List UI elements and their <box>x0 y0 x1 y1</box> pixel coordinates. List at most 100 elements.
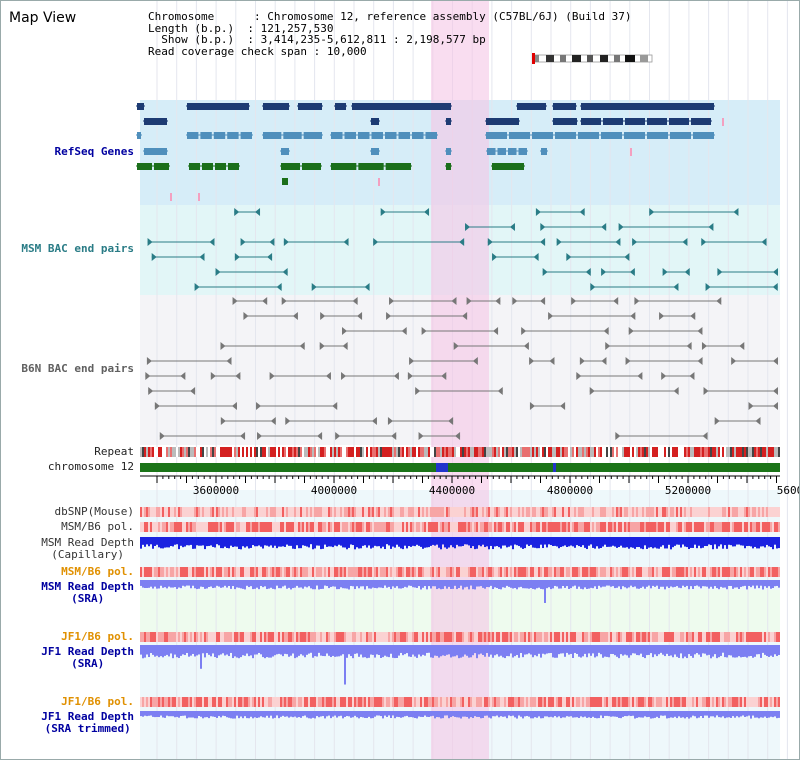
depth-bar <box>248 645 250 657</box>
heat-segment <box>516 522 518 532</box>
b6n-bac-pair-end <box>493 327 499 335</box>
depth-bar <box>746 645 748 658</box>
track-label-jf1-depth-sra[interactable]: JF1 Read Depth (SRA) <box>41 646 134 670</box>
heat-segment <box>704 697 706 707</box>
heat-segment <box>684 632 686 642</box>
heat-segment <box>346 522 348 532</box>
depth-bar <box>724 711 726 719</box>
depth-bar <box>374 580 376 588</box>
heat-segment <box>492 522 494 532</box>
track-label-msm-bac[interactable]: MSM BAC end pairs <box>21 242 134 255</box>
heat-segment <box>424 697 426 707</box>
heat-segment <box>526 632 528 642</box>
heat-segment <box>490 507 492 517</box>
depth-bar <box>714 711 716 718</box>
heat-segment <box>396 632 398 642</box>
heat-segment <box>578 567 580 577</box>
b6n-bac-pair-end <box>180 372 186 380</box>
depth-bar <box>506 711 508 719</box>
track-label-msm-depth-sra[interactable]: MSM Read Depth (SRA) <box>41 581 134 605</box>
b6n-bac-pair-end <box>415 387 421 395</box>
track-label-jf1-pol-2[interactable]: JF1/B6 pol. <box>61 695 134 708</box>
heat-segment <box>352 697 354 707</box>
depth-bar <box>246 711 248 719</box>
repeat-segment <box>172 447 174 457</box>
repeat-segment <box>174 447 176 457</box>
b6n-bac-pair-end <box>453 342 459 350</box>
heat-segment <box>328 567 330 577</box>
depth-bar <box>488 580 490 588</box>
depth-bar <box>438 711 440 718</box>
heat-segment <box>774 522 776 532</box>
depth-bar <box>774 537 776 545</box>
repeat-segment <box>630 447 632 457</box>
heat-segment <box>726 507 728 517</box>
depth-bar <box>440 537 442 550</box>
heat-segment <box>464 632 466 642</box>
repeat-segment <box>706 447 708 457</box>
depth-bar <box>412 711 414 718</box>
heat-segment <box>400 507 402 517</box>
depth-bar <box>374 711 376 717</box>
repeat-segment <box>764 447 766 457</box>
depth-bar <box>536 645 538 657</box>
msm-bac-pair-end <box>343 238 349 246</box>
heat-segment <box>170 567 172 577</box>
depth-bar <box>496 537 498 547</box>
track-label-b6n-bac[interactable]: B6N BAC end pairs <box>21 362 134 375</box>
depth-bar <box>362 537 364 546</box>
heat-segment <box>256 567 258 577</box>
gene-exon <box>425 132 437 139</box>
depth-bar <box>386 580 388 588</box>
repeat-segment <box>332 447 334 457</box>
track-label-msm-depth-capillary[interactable]: MSM Read Depth (Capillary) <box>41 537 134 561</box>
msm-bac-pair-end <box>147 238 153 246</box>
b6n-bac-pair-end <box>659 312 665 320</box>
depth-bar <box>242 645 244 656</box>
depth-bar <box>180 580 182 589</box>
track-label-refseq-genes[interactable]: RefSeq Genes <box>54 145 134 158</box>
heat-segment <box>646 567 648 577</box>
depth-bar <box>338 537 340 545</box>
heat-segment <box>496 697 498 707</box>
depth-bar <box>216 711 218 718</box>
heat-segment <box>322 632 324 642</box>
chromosome-ideogram-icon[interactable] <box>530 52 655 64</box>
heat-segment <box>778 522 780 532</box>
msm-bac-pair-end <box>629 268 635 276</box>
depth-bar <box>162 537 164 549</box>
track-label-jf1-depth-sra-trimmed[interactable]: JF1 Read Depth (SRA trimmed) <box>41 711 134 735</box>
info-length: Length (b.p.) : 121,257,530 <box>148 21 334 35</box>
depth-bar <box>430 537 432 546</box>
b6n-bac-pair-end <box>220 342 226 350</box>
repeat-segment <box>340 447 342 457</box>
depth-bar <box>292 645 294 654</box>
heat-segment <box>746 522 748 532</box>
heat-segment <box>588 632 590 642</box>
track-label-jf1-pol[interactable]: JF1/B6 pol. <box>61 630 134 643</box>
track-label-repeat[interactable]: Repeat <box>94 445 134 458</box>
b6n-bac-pair-end <box>159 432 165 440</box>
heat-segment <box>490 697 492 707</box>
track-label-dbsnp[interactable]: dbSNP(Mouse) <box>54 505 134 518</box>
depth-bar <box>748 711 750 716</box>
heat-segment <box>290 507 292 517</box>
heat-segment <box>684 567 686 577</box>
heat-segment <box>662 567 664 577</box>
repeat-segment <box>494 447 496 457</box>
heat-segment <box>238 697 240 707</box>
heat-segment <box>166 507 168 517</box>
depth-bar <box>634 645 636 654</box>
track-label-msm-pol-2[interactable]: MSM/B6 pol. <box>61 565 134 578</box>
heat-segment <box>522 697 524 707</box>
track-label-msm-pol[interactable]: MSM/B6 pol. <box>61 520 134 533</box>
heat-segment <box>170 632 172 642</box>
heat-segment <box>360 697 362 707</box>
depth-bar <box>760 537 762 547</box>
repeat-segment <box>402 447 404 457</box>
heat-segment <box>562 697 564 707</box>
depth-bar <box>652 580 654 586</box>
depth-bar <box>174 580 176 588</box>
depth-bar <box>486 580 488 587</box>
